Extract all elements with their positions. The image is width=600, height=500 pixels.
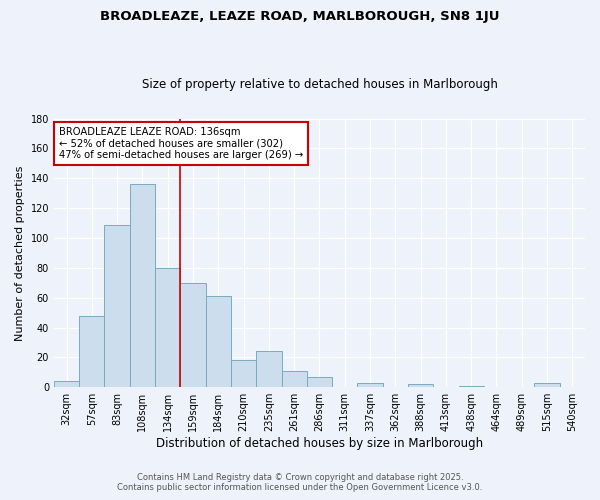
Bar [458, 386, 484, 387]
Bar [358, 382, 383, 387]
Text: BROADLEAZE, LEAZE ROAD, MARLBOROUGH, SN8 1JU: BROADLEAZE, LEAZE ROAD, MARLBOROUGH, SN8… [100, 10, 500, 23]
Title: Size of property relative to detached houses in Marlborough: Size of property relative to detached ho… [142, 78, 497, 91]
Bar [231, 360, 256, 387]
Bar [281, 371, 307, 387]
Bar [155, 268, 181, 387]
Bar [104, 224, 130, 387]
Bar [130, 184, 155, 387]
Bar [307, 377, 332, 387]
Text: BROADLEAZE LEAZE ROAD: 136sqm
← 52% of detached houses are smaller (302)
47% of : BROADLEAZE LEAZE ROAD: 136sqm ← 52% of d… [59, 126, 304, 160]
Y-axis label: Number of detached properties: Number of detached properties [15, 165, 25, 340]
Bar [206, 296, 231, 387]
Bar [535, 382, 560, 387]
Bar [408, 384, 433, 387]
Bar [181, 282, 206, 387]
Text: Contains HM Land Registry data © Crown copyright and database right 2025.
Contai: Contains HM Land Registry data © Crown c… [118, 473, 482, 492]
X-axis label: Distribution of detached houses by size in Marlborough: Distribution of detached houses by size … [156, 437, 483, 450]
Bar [79, 316, 104, 387]
Bar [54, 381, 79, 387]
Bar [256, 352, 281, 387]
